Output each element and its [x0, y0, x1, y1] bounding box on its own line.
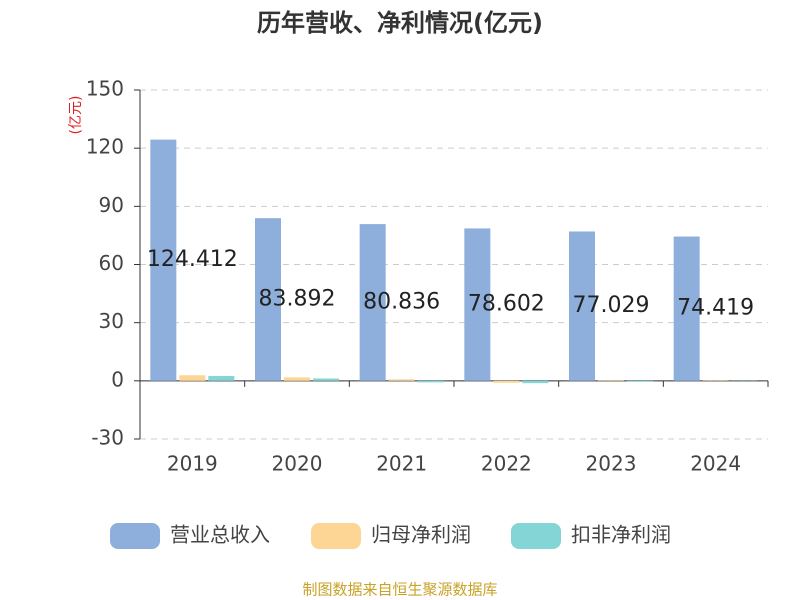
legend-swatch: [110, 523, 160, 549]
bar: [522, 380, 549, 384]
data-label: 124.412: [147, 247, 238, 272]
bar: [255, 218, 281, 381]
bar: [569, 231, 595, 381]
x-tick-label: 2020: [272, 451, 323, 475]
legend-label: 扣非净利润: [571, 523, 671, 547]
legend-swatch: [511, 523, 561, 549]
bar: [417, 380, 444, 383]
bar: [284, 377, 310, 381]
data-label: 78.602: [468, 292, 545, 317]
y-tick-label: 60: [99, 251, 124, 275]
legend-label: 归母净利润: [371, 523, 471, 547]
bar: [598, 380, 624, 381]
y-tick-label: 0: [111, 367, 124, 391]
bar: [313, 378, 339, 381]
x-tick-label: 2024: [690, 451, 741, 475]
bar: [359, 224, 386, 381]
data-label: 74.419: [677, 296, 754, 321]
bar: [464, 228, 491, 381]
bar: [179, 375, 206, 381]
y-tick-label: 150: [86, 77, 124, 101]
x-tick-label: 2021: [376, 451, 427, 475]
data-label: 77.029: [573, 293, 650, 318]
x-tick-label: 2023: [586, 451, 637, 475]
y-tick-label: -30: [91, 426, 124, 450]
legend-label: 营业总收入: [170, 523, 270, 547]
bar: [627, 380, 653, 382]
bar: [150, 139, 177, 381]
bar: [493, 380, 520, 383]
y-tick-label: 120: [86, 135, 124, 159]
data-label: 83.892: [259, 287, 336, 312]
bar: [208, 375, 235, 381]
data-label: 80.836: [363, 289, 440, 314]
x-tick-label: 2022: [481, 451, 532, 475]
y-tick-label: 30: [99, 309, 124, 333]
x-tick-label: 2019: [167, 451, 218, 475]
y-axis-label: (亿元): [68, 96, 84, 135]
bar: [673, 236, 700, 381]
bar: [388, 379, 415, 381]
y-tick-label: 90: [99, 193, 124, 217]
chart-title: 历年营收、净利情况(亿元): [257, 9, 543, 37]
source-note: 制图数据来自恒生聚源数据库: [302, 581, 497, 599]
legend-swatch: [311, 523, 361, 549]
